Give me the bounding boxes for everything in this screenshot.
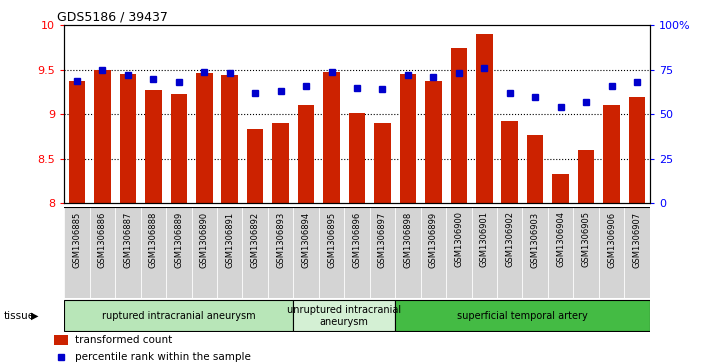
Bar [395, 207, 421, 298]
Text: GSM1306907: GSM1306907 [633, 211, 641, 268]
Bar [501, 121, 518, 203]
Text: GSM1306886: GSM1306886 [98, 211, 107, 268]
Bar [421, 207, 446, 298]
Bar [141, 207, 166, 298]
Bar [247, 130, 263, 203]
Bar [374, 123, 391, 203]
Bar [370, 207, 395, 298]
Bar [344, 207, 370, 298]
Text: GSM1306901: GSM1306901 [480, 211, 489, 268]
Bar [527, 135, 543, 203]
Text: GSM1306894: GSM1306894 [301, 211, 311, 268]
Bar [196, 73, 213, 203]
Bar [425, 81, 442, 203]
Bar [272, 123, 289, 203]
Bar [115, 207, 141, 298]
Bar [446, 207, 471, 298]
Text: ▶: ▶ [31, 311, 39, 321]
Bar [221, 75, 238, 203]
Text: GSM1306900: GSM1306900 [454, 211, 463, 268]
Bar [348, 113, 366, 203]
Bar [243, 207, 268, 298]
Text: GSM1306897: GSM1306897 [378, 211, 387, 268]
Bar [120, 74, 136, 203]
Text: GSM1306892: GSM1306892 [251, 211, 260, 268]
Bar [323, 72, 340, 203]
Bar [553, 174, 569, 203]
Text: GSM1306896: GSM1306896 [353, 211, 361, 268]
Bar [471, 207, 497, 298]
Bar [166, 207, 191, 298]
Text: GSM1306890: GSM1306890 [200, 211, 208, 268]
Bar [476, 34, 493, 203]
Text: GSM1306893: GSM1306893 [276, 211, 285, 268]
Bar [451, 48, 467, 203]
Bar [298, 105, 314, 203]
Text: GSM1306898: GSM1306898 [403, 211, 413, 268]
Bar [268, 207, 293, 298]
Text: GSM1306885: GSM1306885 [73, 211, 81, 268]
Bar [90, 207, 115, 298]
Text: GSM1306889: GSM1306889 [174, 211, 183, 268]
Text: GSM1306888: GSM1306888 [149, 211, 158, 268]
Bar [191, 207, 217, 298]
Text: tissue: tissue [4, 311, 35, 321]
Text: superficial temporal artery: superficial temporal artery [457, 311, 588, 321]
Bar [629, 97, 645, 203]
Text: GSM1306899: GSM1306899 [429, 211, 438, 268]
Bar [217, 207, 243, 298]
Bar [573, 207, 599, 298]
Text: GDS5186 / 39437: GDS5186 / 39437 [57, 11, 168, 24]
Text: GSM1306903: GSM1306903 [531, 211, 540, 268]
Bar [64, 300, 293, 331]
Bar [578, 150, 594, 203]
Bar [171, 94, 187, 203]
Bar [548, 207, 573, 298]
Text: transformed count: transformed count [75, 335, 172, 345]
Text: GSM1306887: GSM1306887 [124, 211, 132, 268]
Text: GSM1306895: GSM1306895 [327, 211, 336, 268]
Text: GSM1306891: GSM1306891 [225, 211, 234, 268]
Bar [395, 300, 650, 331]
Bar [523, 207, 548, 298]
Bar [94, 70, 111, 203]
Text: GSM1306902: GSM1306902 [506, 211, 514, 268]
Bar [400, 74, 416, 203]
Bar [624, 207, 650, 298]
Text: ruptured intracranial aneurysm: ruptured intracranial aneurysm [102, 311, 256, 321]
Bar [603, 105, 620, 203]
Bar [145, 90, 161, 203]
Bar [64, 207, 90, 298]
Bar [54, 335, 68, 344]
Bar [293, 207, 319, 298]
Bar [319, 207, 344, 298]
Text: GSM1306906: GSM1306906 [607, 211, 616, 268]
Text: GSM1306904: GSM1306904 [556, 211, 565, 268]
Bar [599, 207, 624, 298]
Bar [69, 81, 85, 203]
Bar [293, 300, 395, 331]
Text: GSM1306905: GSM1306905 [582, 211, 590, 268]
Text: unruptured intracranial
aneurysm: unruptured intracranial aneurysm [287, 305, 401, 327]
Text: percentile rank within the sample: percentile rank within the sample [75, 352, 251, 362]
Bar [497, 207, 523, 298]
